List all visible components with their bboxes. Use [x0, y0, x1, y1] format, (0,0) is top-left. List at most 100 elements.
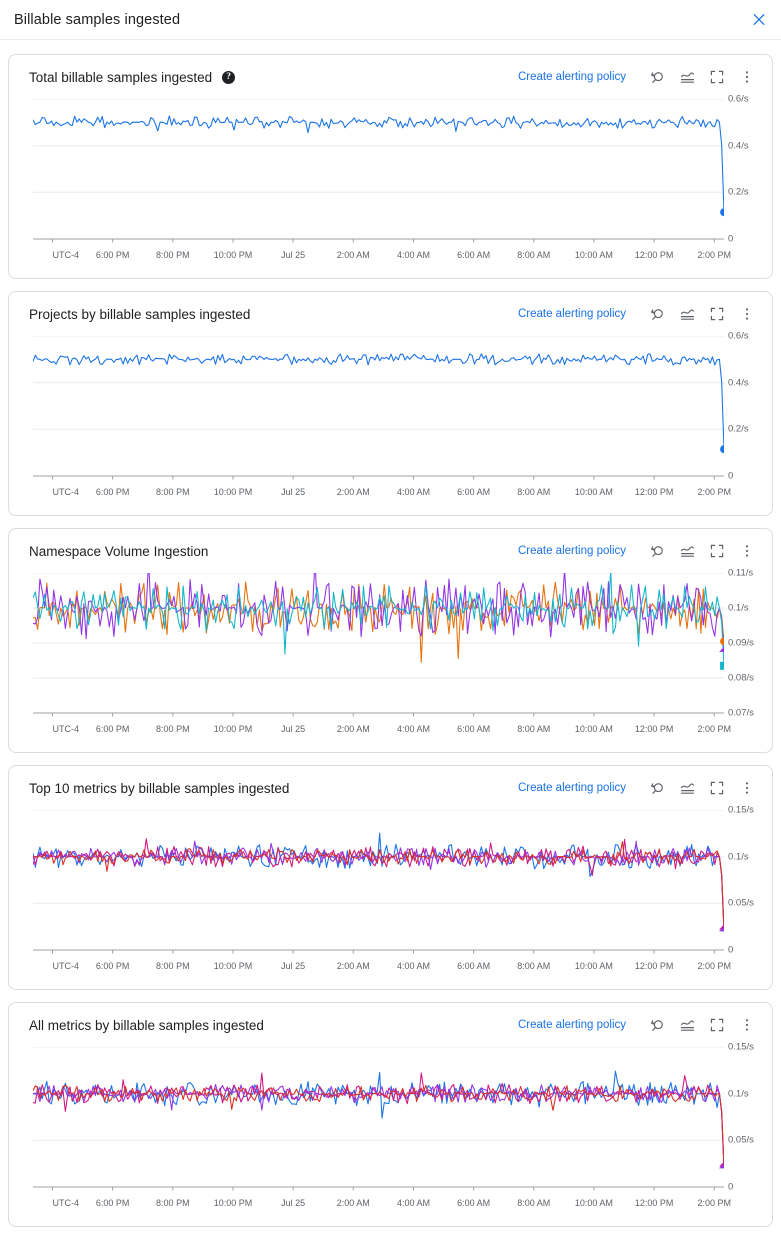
reset-zoom-icon[interactable] — [644, 1012, 670, 1038]
x-axis-label: 8:00 AM — [517, 250, 551, 260]
charts-list: Total billable samples ingested ? Create… — [0, 40, 781, 1247]
chart-plot-wrapper: 0.15/s 0.1/s 0.05/s 0 UTC-4 6:00 PM 8:00 PM 10… — [9, 805, 772, 977]
reset-zoom-icon[interactable] — [644, 775, 670, 801]
x-axis-label: 10:00 PM — [213, 724, 253, 734]
chart-canvas[interactable] — [33, 336, 724, 486]
x-axis-label: 8:00 PM — [156, 250, 190, 260]
x-axis-label: 6:00 AM — [457, 961, 491, 971]
help-icon[interactable]: ? — [222, 70, 236, 84]
x-axis-label: 6:00 PM — [95, 961, 130, 971]
chart-svg — [33, 99, 724, 243]
chart-plot-area[interactable]: 0.6/s 0.4/s 0.2/s 0 — [33, 94, 749, 249]
x-axis-label: 8:00 PM — [156, 961, 190, 971]
x-axis-label: 8:00 AM — [517, 961, 551, 971]
fullscreen-icon[interactable] — [704, 775, 730, 801]
chart-mode-icon[interactable] — [674, 775, 700, 801]
chart-x-axis: UTC-4 6:00 PM 8:00 PM 10:00 PM Jul 25 2:00 AM… — [33, 1198, 731, 1214]
chart-x-axis: UTC-4 6:00 PM 8:00 PM 10:00 PM Jul 25 2:00 AM… — [33, 487, 731, 503]
fullscreen-icon[interactable] — [704, 1012, 730, 1038]
y-axis-label: 0.15/s — [728, 1041, 754, 1053]
y-axis-label: 0.2/s — [728, 186, 749, 198]
create-alerting-policy-link[interactable]: Create alerting policy — [517, 71, 626, 83]
chart-plot-wrapper: 0.15/s 0.1/s 0.05/s 0 UTC-4 6:00 PM 8:00 PM 10… — [9, 1042, 772, 1214]
more-vert-icon[interactable] — [734, 1012, 760, 1038]
chart-plot-area[interactable]: 0.15/s 0.1/s 0.05/s 0 — [33, 805, 754, 960]
page-title: Billable samples ingested — [14, 11, 181, 28]
series-line — [33, 581, 724, 663]
chart-plot-wrapper: 0.6/s 0.4/s 0.2/s 0 UTC-4 6:00 PM 8:00 PM 10:0… — [9, 94, 772, 266]
chart-canvas[interactable] — [33, 1047, 724, 1197]
y-axis-label: 0 — [728, 944, 734, 956]
series-line — [33, 841, 724, 931]
chart-x-axis: UTC-4 6:00 PM 8:00 PM 10:00 PM Jul 25 2:00 AM… — [33, 724, 731, 740]
x-axis-label: 6:00 PM — [95, 1198, 130, 1208]
chart-title: Projects by billable samples ingested — [29, 306, 251, 322]
fullscreen-icon[interactable] — [704, 538, 730, 564]
x-axis-label: 10:00 AM — [574, 250, 613, 260]
reset-zoom-icon[interactable] — [644, 301, 670, 327]
chart-svg — [33, 336, 724, 480]
x-axis-label: 10:00 AM — [574, 724, 613, 734]
chart-mode-icon[interactable] — [674, 64, 700, 90]
chart-card-4: Top 10 metrics by billable samples inges… — [8, 765, 773, 990]
more-vert-icon[interactable] — [734, 775, 760, 801]
create-alerting-policy-link[interactable]: Create alerting policy — [517, 1019, 626, 1031]
create-alerting-policy-link[interactable]: Create alerting policy — [517, 782, 626, 794]
chart-svg — [33, 573, 724, 717]
x-axis-label: 2:00 AM — [336, 961, 370, 971]
y-axis-label: 0.07/s — [728, 707, 754, 719]
y-axis-label: 0.1/s — [728, 602, 749, 614]
chart-canvas[interactable] — [33, 810, 724, 960]
x-axis-label: Jul 25 — [281, 724, 306, 734]
series-line — [33, 573, 724, 666]
x-axis-label: 8:00 AM — [517, 487, 551, 497]
x-axis-label: 10:00 AM — [574, 1198, 613, 1208]
y-axis-label: 0.05/s — [728, 1134, 754, 1146]
reset-zoom-icon[interactable] — [644, 64, 670, 90]
chart-plot-area[interactable]: 0.15/s 0.1/s 0.05/s 0 — [33, 1042, 754, 1197]
x-axis-label: UTC-4 — [52, 250, 79, 260]
x-axis-label: 10:00 PM — [213, 487, 253, 497]
x-axis-label: 10:00 PM — [213, 250, 253, 260]
more-vert-icon[interactable] — [734, 64, 760, 90]
chart-mode-icon[interactable] — [674, 1012, 700, 1038]
x-axis-label: 8:00 PM — [156, 487, 190, 497]
series-line — [33, 1083, 724, 1169]
x-axis-label: 8:00 AM — [517, 724, 551, 734]
x-axis-label: UTC-4 — [52, 961, 79, 971]
x-axis-label: 2:00 PM — [697, 724, 732, 734]
x-axis-label: Jul 25 — [281, 487, 306, 497]
x-axis-label: 4:00 AM — [396, 1198, 430, 1208]
x-axis-label: 8:00 AM — [517, 1198, 551, 1208]
create-alerting-policy-link[interactable]: Create alerting policy — [517, 308, 626, 320]
fullscreen-icon[interactable] — [704, 64, 730, 90]
x-axis-label: 4:00 AM — [396, 487, 430, 497]
x-axis-label: 6:00 AM — [457, 724, 491, 734]
chart-x-axis: UTC-4 6:00 PM 8:00 PM 10:00 PM Jul 25 2:00 AM… — [33, 961, 731, 977]
x-axis-label: 12:00 PM — [634, 961, 674, 971]
fullscreen-icon[interactable] — [704, 301, 730, 327]
more-vert-icon[interactable] — [734, 301, 760, 327]
chart-x-axis: UTC-4 6:00 PM 8:00 PM 10:00 PM Jul 25 2:00 AM… — [33, 250, 731, 266]
series-line — [33, 573, 724, 652]
chart-card-header: Namespace Volume Ingestion Create alerti… — [9, 529, 772, 573]
more-vert-icon[interactable] — [734, 538, 760, 564]
create-alerting-policy-link[interactable]: Create alerting policy — [517, 545, 626, 557]
x-axis-label: 6:00 AM — [457, 250, 491, 260]
chart-canvas[interactable] — [33, 99, 724, 249]
chart-canvas[interactable] — [33, 573, 724, 723]
x-axis-label: 2:00 PM — [697, 961, 732, 971]
y-axis-label: 0.6/s — [728, 330, 749, 342]
chart-plot-area[interactable]: 0.11/s 0.1/s 0.09/s 0.08/s 0.07/s — [33, 568, 754, 723]
y-axis-label: 0.11/s — [728, 567, 754, 579]
chart-plot-wrapper: 0.6/s 0.4/s 0.2/s 0 UTC-4 6:00 PM 8:00 PM 10:0… — [9, 331, 772, 503]
chart-plot-wrapper: 0.11/s 0.1/s 0.09/s 0.08/s 0.07/s UTC-4 6:00 … — [9, 568, 772, 740]
x-axis-label: UTC-4 — [52, 724, 79, 734]
series-line — [33, 115, 724, 213]
reset-zoom-icon[interactable] — [644, 538, 670, 564]
chart-mode-icon[interactable] — [674, 538, 700, 564]
close-icon[interactable] — [747, 8, 771, 32]
chart-plot-area[interactable]: 0.6/s 0.4/s 0.2/s 0 — [33, 331, 749, 486]
series-line — [33, 1084, 724, 1168]
chart-mode-icon[interactable] — [674, 301, 700, 327]
